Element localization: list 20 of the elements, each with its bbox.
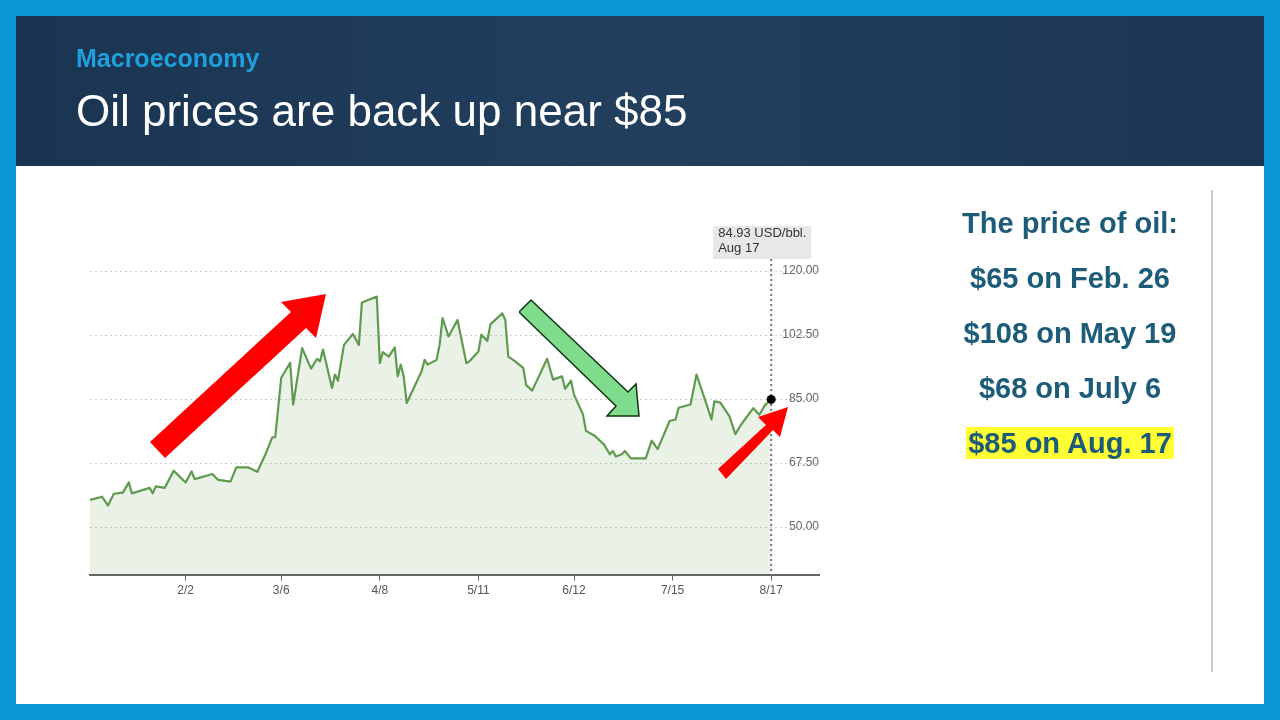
x-tick-label: 4/8 <box>371 583 389 598</box>
ref-line-label: 84.93 USD/bbl. Aug 17 <box>718 225 807 256</box>
x-tick-label: 5/11 <box>467 583 490 598</box>
chart-subtitle: Macroeconomy <box>76 44 260 73</box>
x-tick-label: 6/12 <box>562 583 587 598</box>
text: The price of oil: <box>961 207 1179 239</box>
y-tick-label: 50.00 <box>788 519 820 534</box>
text: $68 on July 6 <box>977 372 1163 404</box>
x-tick-label: 8/17 <box>759 583 784 598</box>
chart-title: Oil prices are back up near $85 <box>76 86 688 136</box>
y-tick-label: 67.50 <box>788 455 820 470</box>
y-tick-label: 102.50 <box>782 327 820 342</box>
x-tick-label: 3/6 <box>272 583 290 598</box>
y-tick-label: 85.00 <box>788 391 820 406</box>
x-tick-label: 2/2 <box>177 583 195 598</box>
x-tick-label: 7/15 <box>660 583 685 598</box>
text: $108 on May 19 <box>962 317 1178 349</box>
text: $85 on Aug. 17 <box>966 427 1174 459</box>
text: $65 on Feb. 26 <box>969 262 1171 294</box>
y-tick-label: 120.00 <box>782 263 820 278</box>
